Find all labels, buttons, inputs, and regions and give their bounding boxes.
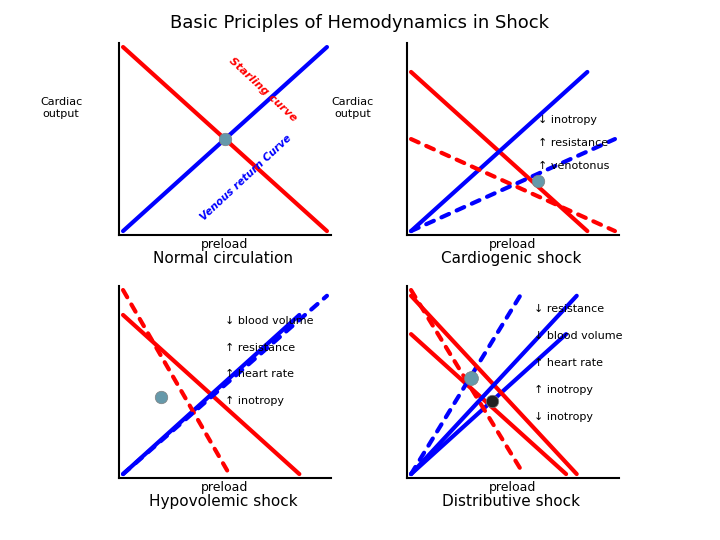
Text: ↑ venotonus: ↑ venotonus [539, 161, 610, 171]
Text: ↓ inotropy: ↓ inotropy [534, 411, 593, 422]
X-axis label: preload: preload [202, 238, 248, 251]
Text: ↑ resistance: ↑ resistance [225, 342, 295, 353]
Text: Basic Priciples of Hemodynamics in Shock: Basic Priciples of Hemodynamics in Shock [171, 14, 549, 31]
Text: Normal circulation: Normal circulation [153, 251, 293, 266]
Text: Distributive shock: Distributive shock [442, 494, 580, 509]
Text: Hypovolemic shock: Hypovolemic shock [149, 494, 297, 509]
Text: Venous return Curve: Venous return Curve [199, 133, 294, 222]
Text: ↑ heart rate: ↑ heart rate [225, 369, 294, 380]
X-axis label: preload: preload [490, 238, 536, 251]
X-axis label: preload: preload [490, 481, 536, 494]
Text: ↑ heart rate: ↑ heart rate [534, 358, 603, 368]
Text: ↓ blood volume: ↓ blood volume [225, 316, 313, 326]
Text: Cardiogenic shock: Cardiogenic shock [441, 251, 581, 266]
Text: ↑ resistance: ↑ resistance [539, 138, 608, 148]
Text: ↑ inotropy: ↑ inotropy [225, 396, 284, 406]
Text: ↑ inotropy: ↑ inotropy [534, 384, 593, 395]
Text: Starling curve: Starling curve [228, 55, 299, 123]
Text: Cardiac
output: Cardiac output [332, 97, 374, 119]
Text: ↓ resistance: ↓ resistance [534, 304, 604, 314]
Text: ↓ inotropy: ↓ inotropy [539, 115, 598, 125]
Text: ↓ blood volume: ↓ blood volume [534, 331, 623, 341]
X-axis label: preload: preload [202, 481, 248, 494]
Text: Cardiac
output: Cardiac output [40, 97, 82, 119]
